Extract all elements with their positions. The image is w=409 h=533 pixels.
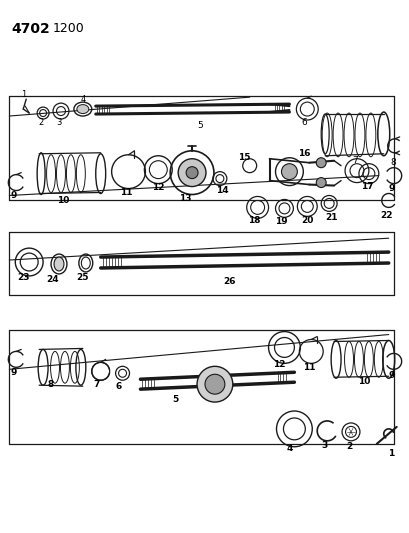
Text: 9: 9 [389, 184, 395, 193]
Circle shape [186, 167, 198, 179]
Circle shape [178, 159, 206, 187]
Text: 9: 9 [10, 368, 16, 377]
Text: 24: 24 [47, 276, 59, 285]
Text: 13: 13 [179, 194, 191, 203]
Text: 5: 5 [197, 122, 203, 131]
Text: 1: 1 [388, 449, 394, 458]
Circle shape [281, 164, 297, 180]
Text: 22: 22 [380, 211, 393, 220]
Text: 17: 17 [361, 182, 373, 191]
Text: 8: 8 [48, 379, 54, 389]
Text: 9: 9 [389, 371, 395, 379]
Text: 23: 23 [17, 273, 29, 282]
Text: 1: 1 [20, 90, 26, 99]
Text: 3: 3 [56, 118, 62, 127]
Text: 5: 5 [172, 394, 178, 403]
Text: 10: 10 [57, 196, 69, 205]
Text: 6: 6 [115, 382, 122, 391]
Ellipse shape [54, 257, 64, 271]
Text: 4702: 4702 [11, 22, 50, 36]
Text: 12: 12 [152, 183, 164, 192]
Text: 25: 25 [76, 273, 89, 282]
Text: 16: 16 [298, 149, 310, 158]
Text: 6: 6 [301, 118, 307, 127]
Circle shape [316, 177, 326, 188]
Text: 7: 7 [352, 156, 358, 165]
Text: 2: 2 [346, 442, 352, 451]
Ellipse shape [77, 104, 89, 114]
Text: 18: 18 [248, 216, 261, 225]
Text: 15: 15 [238, 154, 251, 162]
Circle shape [197, 366, 233, 402]
Text: 1200: 1200 [53, 22, 85, 35]
Text: 11: 11 [120, 188, 133, 197]
Text: 4: 4 [286, 444, 292, 453]
Text: 12: 12 [273, 360, 286, 369]
Text: 10: 10 [358, 377, 370, 386]
Text: 7: 7 [94, 379, 100, 389]
Text: 26: 26 [224, 277, 236, 286]
Text: 3: 3 [321, 441, 327, 450]
Text: 4: 4 [80, 95, 85, 103]
Text: 21: 21 [325, 213, 337, 222]
Text: 11: 11 [303, 363, 315, 372]
Text: 20: 20 [301, 216, 313, 225]
Text: 19: 19 [275, 217, 288, 226]
Text: 2: 2 [38, 118, 44, 127]
Text: 14: 14 [216, 186, 228, 195]
Circle shape [316, 158, 326, 168]
Circle shape [205, 374, 225, 394]
Text: 8: 8 [391, 158, 397, 167]
Text: 9: 9 [10, 191, 16, 200]
